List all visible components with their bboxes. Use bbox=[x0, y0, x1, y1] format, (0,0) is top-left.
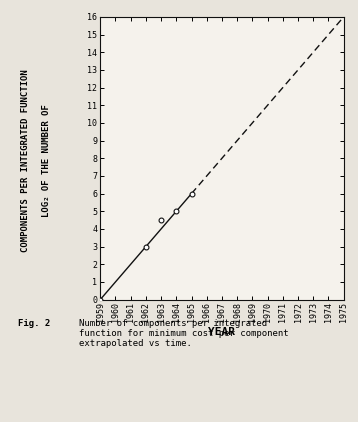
Text: Fig. 2: Fig. 2 bbox=[18, 319, 50, 327]
Text: LOG₂ OF THE NUMBER OF: LOG₂ OF THE NUMBER OF bbox=[42, 104, 51, 217]
Text: Number of components per integrated
function for minimum cost per component
extr: Number of components per integrated func… bbox=[79, 319, 289, 349]
X-axis label: YEAR: YEAR bbox=[208, 327, 236, 337]
Text: COMPONENTS PER INTEGRATED FUNCTION: COMPONENTS PER INTEGRATED FUNCTION bbox=[20, 69, 30, 252]
